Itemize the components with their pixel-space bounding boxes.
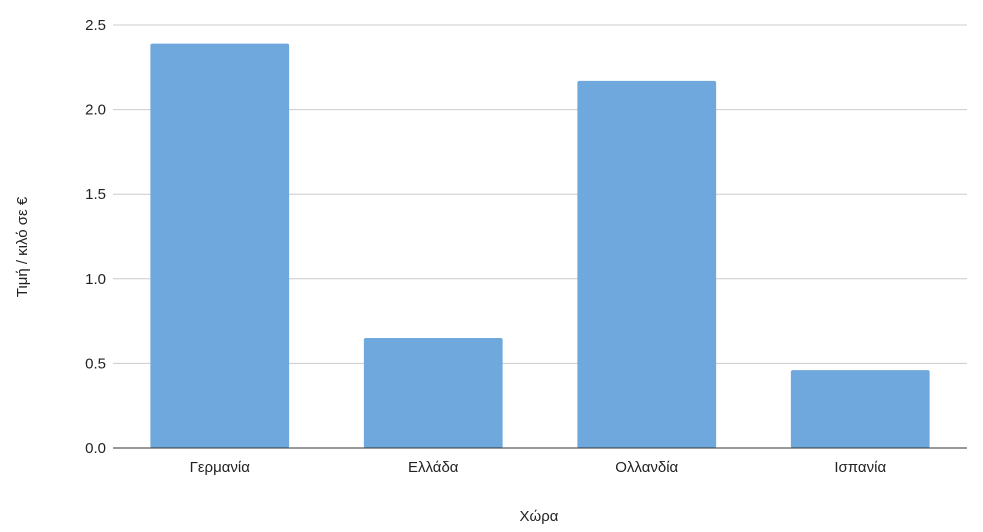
y-axis-title: Τιμή / κιλό σε € [14, 196, 31, 297]
y-tick-label: 2.0 [85, 102, 106, 119]
y-tick-label: 0.5 [85, 355, 106, 372]
y-tick-label: 0.0 [85, 440, 106, 457]
x-tick-labels: Γερμανία Ελλάδα Ολλανδία Ισπανία [190, 459, 887, 476]
bars [150, 43, 930, 448]
x-tick-label: Ισπανία [834, 459, 886, 476]
y-tick-label: 1.5 [85, 186, 106, 203]
bar [150, 43, 290, 448]
x-tick-label: Γερμανία [190, 459, 251, 476]
y-tick-labels: 0.0 0.5 1.0 1.5 2.0 2.5 [85, 17, 106, 457]
bar [363, 338, 503, 448]
bar [577, 80, 717, 448]
y-tick-label: 2.5 [85, 17, 106, 34]
bar [790, 370, 930, 448]
x-tick-label: Ολλανδία [615, 459, 678, 476]
y-tick-label: 1.0 [85, 271, 106, 288]
x-axis-title: Χώρα [520, 508, 559, 525]
x-tick-label: Ελλάδα [408, 459, 459, 476]
